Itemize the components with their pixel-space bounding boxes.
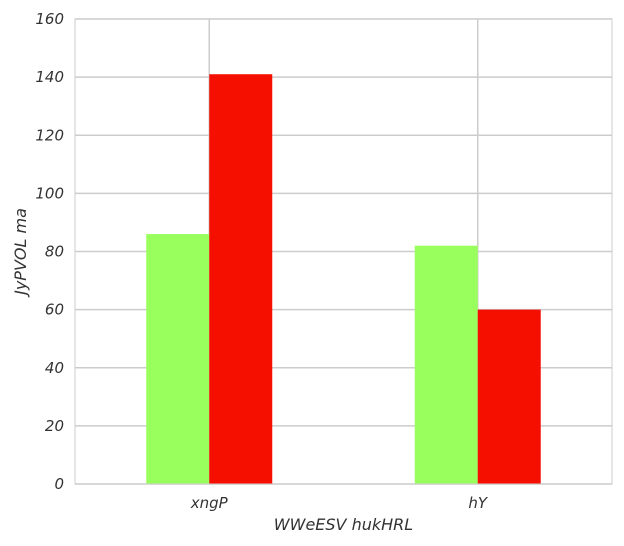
x-tick-label: xngP bbox=[190, 494, 229, 512]
y-tick-label: 160 bbox=[35, 10, 64, 28]
y-tick-label: 140 bbox=[35, 68, 64, 86]
bars bbox=[146, 74, 541, 484]
y-tick-label: 100 bbox=[35, 184, 64, 202]
plot-frame bbox=[74, 18, 613, 485]
bar-xngP-series-1 bbox=[146, 234, 210, 484]
y-tick-labels: 0 20 40 60 80 100 120 140 160 bbox=[35, 10, 64, 493]
x-axis-title: WWeESV hukHRL bbox=[274, 515, 413, 534]
bar-xngP-series-2 bbox=[209, 74, 273, 484]
y-tick-label: 20 bbox=[45, 417, 64, 435]
y-tick-label: 80 bbox=[45, 243, 64, 261]
y-tick-label: 40 bbox=[45, 359, 64, 377]
bar-hY-series-1 bbox=[414, 245, 478, 484]
y-axis-title: JyPVOL ma bbox=[11, 208, 30, 298]
bar-hY-series-2 bbox=[477, 309, 541, 484]
y-tick-label: 0 bbox=[54, 475, 64, 493]
y-tick-label: 60 bbox=[45, 301, 64, 319]
y-tick-label: 120 bbox=[35, 126, 64, 144]
x-tick-label: hY bbox=[468, 494, 489, 512]
x-tick-labels: xngP hY bbox=[190, 494, 489, 512]
